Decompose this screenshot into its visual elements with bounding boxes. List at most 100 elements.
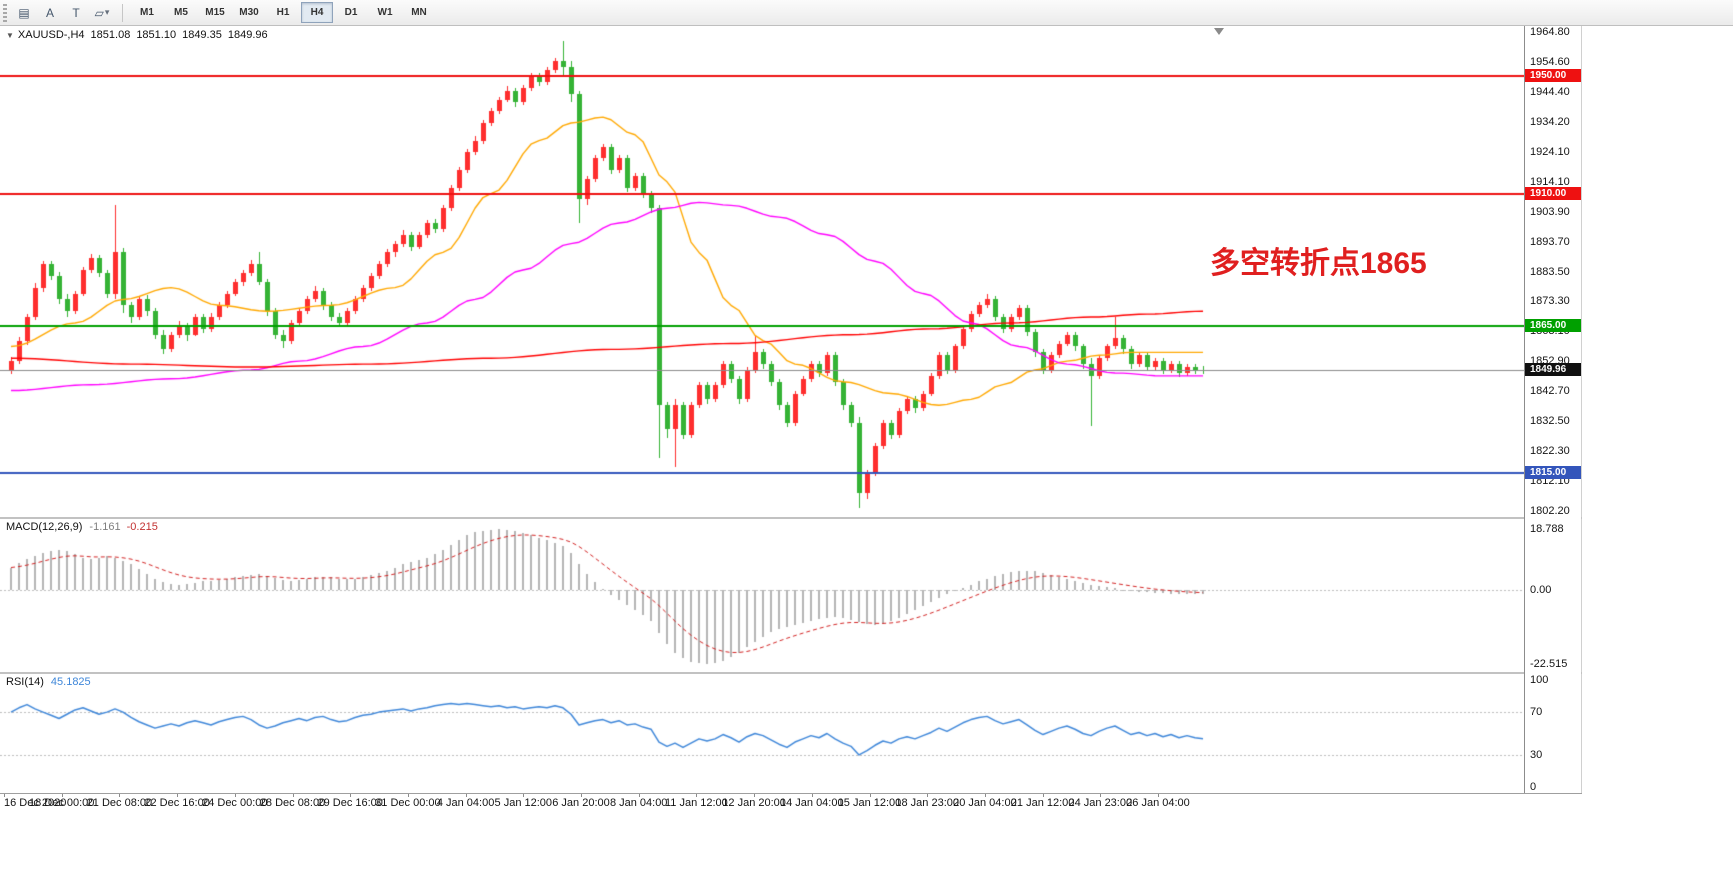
time-tick bbox=[1158, 794, 1159, 797]
time-tick bbox=[408, 794, 409, 797]
timeframe-button-h4[interactable]: H4 bbox=[301, 2, 333, 23]
open-value: 1851.08 bbox=[90, 29, 131, 41]
time-label: 21 Jan 12:00 bbox=[1010, 797, 1075, 809]
timeframe-button-d1[interactable]: D1 bbox=[344, 7, 358, 18]
price-axis-label: 1873.30 bbox=[1530, 295, 1570, 308]
time-tick bbox=[696, 794, 697, 797]
time-label: 18 Dec 00:00 bbox=[28, 797, 95, 809]
time-label: 8 Jan 04:00 bbox=[609, 797, 668, 809]
price-axis-label: 1832.50 bbox=[1530, 415, 1570, 428]
time-tick bbox=[350, 794, 351, 797]
rsi-indicator-canvas[interactable] bbox=[0, 674, 1524, 793]
time-tick bbox=[235, 794, 236, 797]
cursor-tool-icon: ▤ bbox=[18, 5, 30, 20]
price-tag-1849.96: 1849.96 bbox=[1525, 363, 1581, 377]
label-tool-icon: T bbox=[72, 5, 80, 20]
price-axis-label: 1954.60 bbox=[1530, 56, 1570, 69]
timeframe-button-m15[interactable]: M15 bbox=[205, 7, 225, 18]
pane-separator[interactable] bbox=[0, 517, 1582, 519]
time-tick bbox=[639, 794, 640, 797]
time-tick bbox=[293, 794, 294, 797]
shapes-tool-icon: ▱ bbox=[94, 5, 104, 20]
rsi-title: RSI(14) bbox=[6, 676, 44, 688]
time-label: 15 Jan 12:00 bbox=[837, 797, 902, 809]
time-label: 11 Jan 12:00 bbox=[664, 797, 728, 809]
price-tag-1865.00: 1865.00 bbox=[1525, 318, 1581, 332]
time-axis[interactable]: 16 Dec 2020 18 Dec 00:00 21 Dec 08:00 22 De… bbox=[0, 794, 1582, 812]
rsi-axis-label: 100 bbox=[1530, 674, 1549, 686]
macd-label: MACD(12,26,9) -1.161 -0.215 bbox=[6, 521, 158, 533]
macd-indicator-canvas[interactable] bbox=[0, 519, 1524, 672]
annotation-tools-group: ▤ A T ▱ ▾ bbox=[11, 2, 115, 24]
time-tick bbox=[62, 794, 63, 797]
timeframe-button-m1[interactable]: M1 bbox=[140, 7, 154, 18]
time-tick bbox=[581, 794, 582, 797]
time-tick bbox=[927, 794, 928, 797]
timeframe-button-h1[interactable]: H1 bbox=[276, 7, 290, 18]
timeframe-button-w1[interactable]: W1 bbox=[377, 7, 393, 18]
macd-axis-label: 18.788 bbox=[1530, 523, 1564, 535]
time-label: 26 Jan 04:00 bbox=[1126, 797, 1190, 809]
time-label: 6 Jan 20:00 bbox=[552, 797, 610, 809]
toolbar-drag-handle[interactable] bbox=[3, 3, 7, 22]
pane-separator[interactable] bbox=[0, 672, 1582, 674]
macd-signal-value: -0.215 bbox=[126, 521, 158, 533]
text-tool-button[interactable]: A bbox=[38, 2, 62, 24]
time-label: 24 Jan 23:00 bbox=[1068, 797, 1133, 809]
price-axis-label: 1893.70 bbox=[1530, 235, 1570, 248]
time-label: 31 Dec 00:00 bbox=[375, 797, 441, 809]
symbol-collapse-icon[interactable]: ▼ bbox=[6, 31, 14, 40]
price-tag-1910.00: 1910.00 bbox=[1525, 186, 1581, 200]
label-tool-button[interactable]: T bbox=[64, 2, 88, 24]
price-axis-label: 1903.90 bbox=[1530, 205, 1570, 218]
time-label: 12 Jan 20:00 bbox=[722, 797, 786, 809]
dropdown-caret-icon: ▾ bbox=[104, 7, 110, 17]
time-tick bbox=[466, 794, 467, 797]
time-tick bbox=[870, 794, 871, 797]
ohlc-header: ▼ XAUUSD-,H4 1851.08 1851.10 1849.35 1849.96 bbox=[6, 29, 268, 41]
price-tag-1815.00: 1815.00 bbox=[1525, 465, 1581, 479]
timeframe-buttons-group: M1 M5 M15 M30 H1 H4 D1 W1 MN bbox=[130, 2, 436, 23]
symbol-label: XAUUSD-,H4 bbox=[17, 29, 85, 41]
time-label: 20 Jan 04:00 bbox=[953, 797, 1017, 809]
rsi-label: RSI(14) 45.1825 bbox=[6, 676, 91, 688]
shapes-tool-button[interactable]: ▱ ▾ bbox=[90, 2, 114, 24]
time-label: 28 Dec 08:00 bbox=[259, 797, 326, 809]
price-axis-label: 1842.70 bbox=[1530, 385, 1570, 398]
close-value: 1849.96 bbox=[227, 29, 268, 41]
timeframe-button-m30[interactable]: M30 bbox=[239, 7, 259, 18]
macd-axis-label: -22.515 bbox=[1530, 658, 1568, 670]
price-axis-label: 1914.10 bbox=[1530, 175, 1570, 188]
price-axis-label: 1822.30 bbox=[1530, 445, 1570, 458]
price-axis[interactable]: 1964.80 1954.60 1944.40 1934.20 1924.10 1914.… bbox=[1524, 26, 1581, 793]
rsi-value: 45.1825 bbox=[50, 676, 91, 688]
timeframe-button-m5[interactable]: M5 bbox=[174, 7, 188, 18]
price-axis-label: 1883.50 bbox=[1530, 265, 1570, 278]
toolbar: ▤ A T ▱ ▾ M1 M5 M15 M30 H1 H4 D1 W1 MN bbox=[0, 0, 1733, 26]
time-label: 21 Dec 08:00 bbox=[86, 797, 153, 809]
time-tick bbox=[985, 794, 986, 797]
price-chart-canvas[interactable] bbox=[0, 26, 1524, 517]
high-value: 1851.10 bbox=[136, 29, 177, 41]
price-tag-1950.00: 1950.00 bbox=[1525, 68, 1581, 82]
macd-axis-label: 0.00 bbox=[1530, 584, 1552, 597]
rsi-axis-label: 0 bbox=[1530, 781, 1537, 793]
time-label: 4 Jan 04:00 bbox=[436, 797, 495, 809]
time-tick bbox=[523, 794, 524, 797]
chart-shift-marker-icon[interactable] bbox=[1214, 28, 1224, 35]
time-tick bbox=[754, 794, 755, 797]
time-label: 5 Jan 12:00 bbox=[494, 797, 553, 809]
annotation-text[interactable]: 多空转折点1865 bbox=[1210, 247, 1427, 280]
chart-window: ▼ XAUUSD-,H4 1851.08 1851.10 1849.35 1849.96 … bbox=[0, 26, 1582, 812]
time-tick bbox=[4, 794, 5, 797]
time-label: 29 Dec 16:00 bbox=[317, 797, 383, 809]
price-axis-label: 1934.20 bbox=[1530, 116, 1570, 129]
time-tick bbox=[1100, 794, 1101, 797]
price-axis-label: 1802.20 bbox=[1530, 504, 1570, 517]
timeframe-button-mn[interactable]: MN bbox=[411, 7, 427, 18]
cursor-tool-button[interactable]: ▤ bbox=[12, 2, 36, 24]
time-tick bbox=[812, 794, 813, 797]
time-label: 14 Jan 04:00 bbox=[779, 797, 844, 809]
price-axis-label: 1924.10 bbox=[1530, 146, 1570, 159]
macd-main-value: -1.161 bbox=[89, 521, 121, 533]
